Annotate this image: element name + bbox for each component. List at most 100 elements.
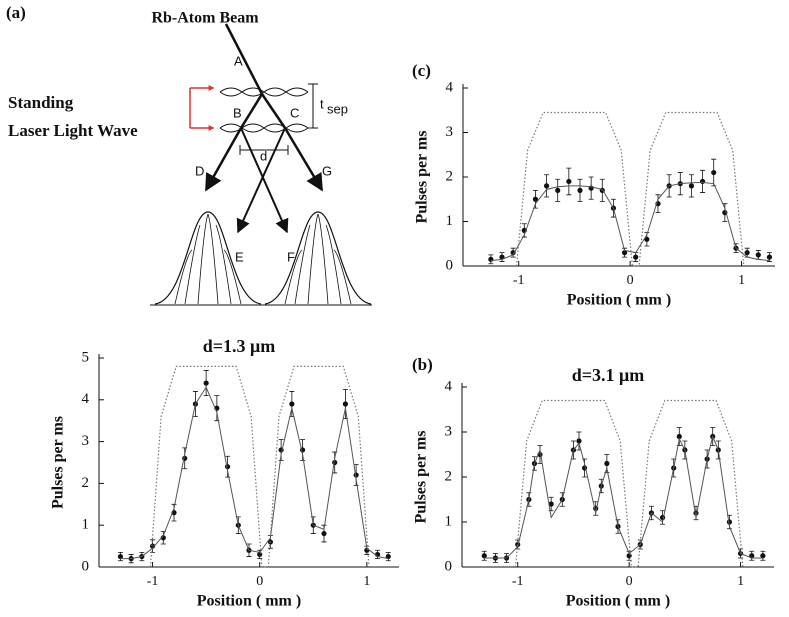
- y-axis-label: Pulses per ms: [414, 130, 431, 223]
- x-axis-label: Position ( mm ): [567, 292, 671, 309]
- y-tick-label: 0: [445, 558, 453, 574]
- data-point: [543, 183, 550, 189]
- data-point: [699, 178, 706, 185]
- y-tick-label: 3: [446, 124, 454, 140]
- data-point: [548, 501, 554, 507]
- beam-arrow: [283, 127, 324, 192]
- panel-label: (a): [6, 3, 26, 22]
- data-point: [604, 460, 610, 467]
- data-point: [510, 250, 516, 256]
- beam-letter: C: [290, 105, 299, 120]
- y-tick-label: 0: [82, 558, 90, 574]
- x-axis-label: Position ( mm ): [566, 593, 670, 610]
- x-tick-label: -1: [512, 574, 524, 589]
- data-point: [576, 438, 582, 444]
- data-point: [659, 514, 666, 521]
- time-label: t: [320, 96, 324, 111]
- y-tick-label: 4: [82, 391, 90, 407]
- panel-label: (c): [412, 61, 431, 80]
- wave-label: Standing: [8, 93, 74, 112]
- wave-label: Laser Light Wave: [8, 121, 138, 140]
- beam-letter: G: [322, 163, 332, 178]
- data-point: [342, 401, 349, 407]
- data-point: [577, 187, 583, 193]
- standing-wave: [219, 123, 309, 133]
- beam-arrow: [224, 23, 264, 95]
- chart-title: d=3.1 μm: [572, 365, 644, 385]
- data-point: [385, 553, 391, 560]
- spacing-label: d: [260, 148, 267, 163]
- fit-line: [490, 181, 770, 262]
- beam-letter: E: [235, 249, 244, 264]
- data-point: [488, 256, 494, 262]
- beam-letter: D: [195, 163, 204, 178]
- y-axis-label: Pulses per ms: [413, 430, 430, 523]
- time-subscript: sep: [327, 101, 348, 116]
- data-point: [644, 236, 650, 242]
- y-tick-label: 4: [446, 79, 454, 95]
- data-point: [633, 254, 639, 260]
- gaussian: [264, 211, 372, 305]
- fit-line: [484, 434, 763, 559]
- data-point: [755, 252, 761, 258]
- data-point: [289, 401, 295, 407]
- y-tick-label: 5: [82, 349, 90, 365]
- panel-label: (b): [412, 355, 433, 374]
- beam-letter: B: [233, 105, 242, 120]
- beam-arrow: [240, 127, 289, 234]
- x-tick-label: 0: [256, 574, 263, 589]
- x-tick-label: 0: [626, 574, 633, 589]
- x-tick-label: -1: [147, 574, 159, 589]
- beam-arrow: [236, 127, 286, 234]
- x-axis-label: Position ( mm ): [197, 593, 301, 610]
- data-point: [532, 196, 539, 202]
- x-tick-label: -1: [513, 273, 525, 288]
- gaussian: [154, 211, 262, 305]
- y-tick-label: 1: [445, 513, 453, 529]
- y-tick-label: 2: [82, 475, 90, 491]
- data-point: [760, 553, 766, 559]
- data-point: [566, 178, 572, 185]
- data-point: [203, 380, 209, 386]
- diagram: [150, 23, 372, 306]
- y-tick-label: 0: [446, 257, 454, 273]
- y-tick-label: 4: [445, 378, 453, 394]
- data-point: [688, 183, 695, 189]
- x-tick-label: 0: [627, 273, 634, 288]
- fit-line: [120, 386, 389, 560]
- standing-wave: [219, 87, 309, 97]
- data-point: [744, 250, 750, 256]
- y-tick-label: 1: [82, 517, 90, 533]
- x-tick-label: 1: [738, 273, 745, 288]
- beam-letter: A: [234, 53, 243, 68]
- x-tick-label: 1: [363, 574, 370, 589]
- data-point: [555, 187, 561, 193]
- bracket: [189, 87, 212, 129]
- envelope-line: [514, 399, 744, 568]
- beam-arrow: [260, 93, 287, 129]
- beam-arrow: [204, 127, 243, 192]
- data-point: [621, 250, 628, 256]
- y-tick-label: 2: [446, 168, 454, 184]
- beam-label: Rb-Atom Beam: [151, 10, 259, 27]
- y-tick-label: 3: [445, 423, 453, 439]
- fringe: [174, 213, 352, 305]
- data-point: [321, 530, 327, 537]
- data-point: [711, 169, 717, 176]
- chart-title: d=1.3 μm: [203, 336, 275, 356]
- beam-arrow: [239, 93, 264, 129]
- y-axis-label: Pulses per ms: [50, 416, 67, 509]
- x-tick-label: 1: [737, 574, 744, 589]
- data-point: [481, 553, 487, 559]
- beam-letter: F: [287, 249, 295, 264]
- spacing-bracket: [239, 145, 289, 155]
- y-tick-label: 2: [445, 468, 453, 484]
- y-tick-label: 3: [82, 433, 90, 449]
- envelope-line: [515, 111, 745, 267]
- time-bracket: [308, 83, 318, 129]
- data-point: [766, 254, 773, 260]
- data-point: [676, 433, 682, 440]
- envelope-line: [149, 365, 370, 568]
